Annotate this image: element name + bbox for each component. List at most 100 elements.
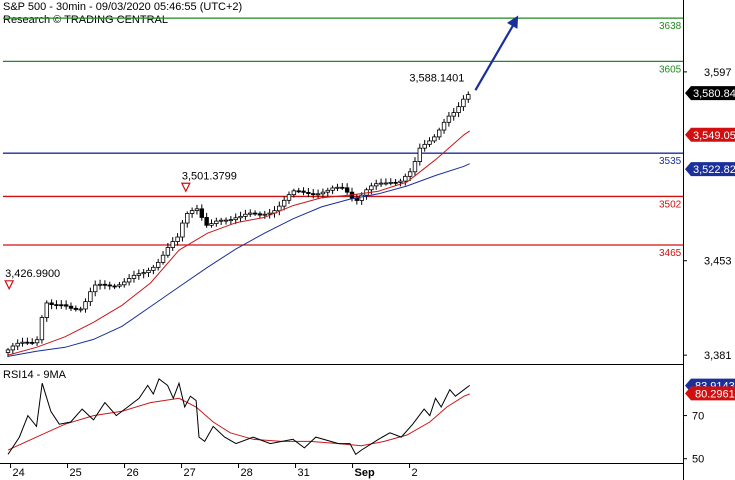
candle-body xyxy=(146,269,151,274)
rsi-title: RSI14 - 9MA xyxy=(3,369,67,381)
price-tick-label: 3,381 xyxy=(704,350,732,362)
candle-body xyxy=(131,274,137,279)
candle-body xyxy=(83,301,88,310)
candle-body xyxy=(466,94,471,100)
candle-body xyxy=(5,349,11,353)
candle-body xyxy=(301,190,306,193)
candle-body xyxy=(369,185,374,191)
moving-average-slow xyxy=(7,163,470,357)
candle-body xyxy=(359,194,364,201)
candle-body xyxy=(378,182,384,185)
candle-body xyxy=(78,308,83,311)
candle-body xyxy=(432,136,437,142)
candle-body xyxy=(209,223,214,226)
time-tick-label: 24 xyxy=(13,467,25,479)
price-badge-label: 3,549.05 xyxy=(693,130,735,142)
candle-body xyxy=(44,302,49,318)
candle-body xyxy=(456,106,461,113)
price-badge-label: 3,522.82 xyxy=(693,164,735,176)
price-badge xyxy=(685,127,735,142)
peak-marker-icon xyxy=(180,182,191,193)
candle-body xyxy=(102,283,108,286)
candle-body xyxy=(325,189,330,193)
candle-body xyxy=(199,208,204,218)
price-badge xyxy=(685,86,735,101)
candle-body xyxy=(233,217,238,221)
peak-marker-icon xyxy=(4,280,15,291)
high-annotation: 3,588.1401 xyxy=(409,72,464,84)
candle-body xyxy=(141,272,146,275)
chart-source: Research © TRADING CENTRAL xyxy=(3,14,168,26)
level-label-3465: 3465 xyxy=(659,248,682,259)
candle-body xyxy=(248,212,253,215)
price-tick-label: 3,453 xyxy=(704,256,732,268)
candle-body xyxy=(320,191,326,195)
moving-average-fast xyxy=(7,130,470,356)
time-tick-label: 31 xyxy=(298,467,310,479)
candle-body xyxy=(39,317,45,341)
candle-body xyxy=(257,213,263,216)
candle-body xyxy=(315,193,321,196)
candle-body xyxy=(437,129,442,138)
rsi-tick-label: 70 xyxy=(692,411,704,423)
level-label-3535: 3535 xyxy=(659,156,682,167)
rsi-badge-label: 80.2961 xyxy=(695,388,735,400)
candle-body xyxy=(151,266,156,271)
candle-body xyxy=(112,285,117,288)
candle-body xyxy=(93,284,98,293)
candle-body xyxy=(441,121,447,131)
rsi-badge xyxy=(685,386,735,401)
candle-body xyxy=(461,98,466,108)
candle-body xyxy=(10,345,16,351)
candle-body xyxy=(122,281,127,286)
candle-body xyxy=(398,180,403,183)
candle-body xyxy=(189,210,195,214)
candle-body xyxy=(252,212,258,215)
candle-body xyxy=(267,212,272,215)
candle-body xyxy=(185,213,190,224)
candle-body xyxy=(170,241,175,248)
candle-body xyxy=(306,191,311,195)
candle-body xyxy=(228,219,234,222)
trend-arrow-icon xyxy=(474,22,516,91)
candle-body xyxy=(238,215,243,219)
candle-body xyxy=(204,217,209,226)
candle-body xyxy=(427,140,432,145)
candle-body xyxy=(291,190,297,196)
candle-body xyxy=(30,342,35,344)
candle-body xyxy=(97,283,103,286)
candle-body xyxy=(214,220,219,224)
candle-body xyxy=(73,307,79,310)
level-label-3605: 3605 xyxy=(659,64,682,75)
chart-title: S&P 500 - 30min - 09/03/2020 05:46:55 (U… xyxy=(3,1,243,13)
candle-body xyxy=(49,302,54,305)
trend-arrowhead-icon xyxy=(506,15,519,29)
candle-body xyxy=(340,186,345,189)
candle-body xyxy=(126,278,132,283)
candle-body xyxy=(262,213,267,216)
candle-body xyxy=(218,219,224,222)
candle-body xyxy=(15,342,20,347)
price-badge xyxy=(685,162,735,177)
candle-body xyxy=(165,247,171,256)
rsi-line xyxy=(7,378,471,456)
candle-body xyxy=(417,147,423,162)
candle-body xyxy=(20,341,25,344)
candle-body xyxy=(330,187,335,191)
candle-body xyxy=(286,194,292,201)
time-tick-label: 27 xyxy=(184,467,196,479)
candle-body xyxy=(54,304,59,306)
candle-body xyxy=(393,181,398,184)
candle-body xyxy=(344,187,350,193)
time-tick-label: 25 xyxy=(70,467,82,479)
candle-body xyxy=(388,181,393,184)
candle-body xyxy=(136,273,142,276)
price-badge-label: 3,580.84 xyxy=(693,88,735,100)
candle-body xyxy=(194,208,200,211)
candle-body xyxy=(68,305,74,309)
rsi-tick-label: 50 xyxy=(692,454,704,466)
candle-body xyxy=(277,205,282,212)
candle-body xyxy=(155,261,161,268)
